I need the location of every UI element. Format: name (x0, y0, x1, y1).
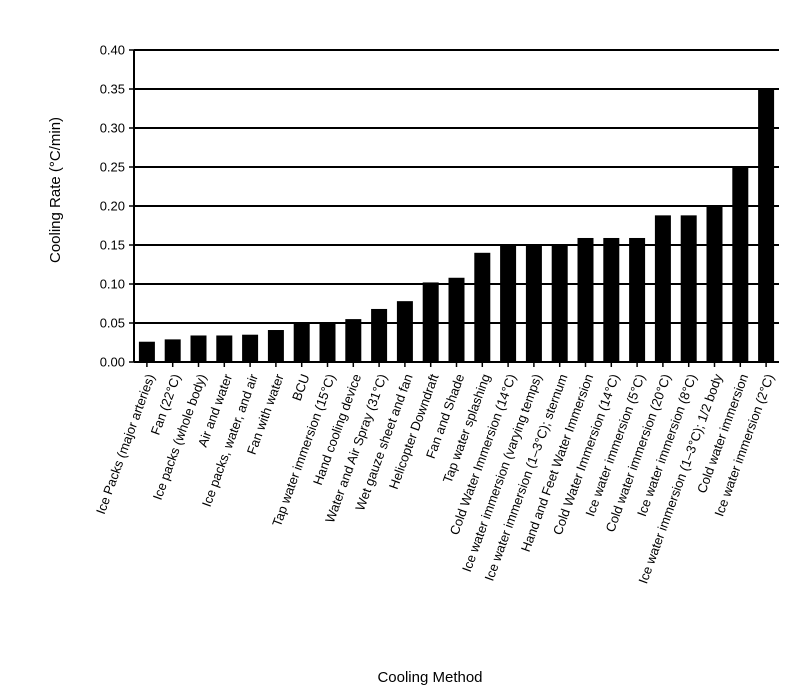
bar (190, 335, 207, 362)
y-tick-label: 0.30 (100, 121, 125, 136)
x-tick-labels: Ice Packs (major arteries)Fan (22°C)Ice … (93, 371, 777, 585)
y-tick-label: 0.15 (100, 238, 125, 253)
bar (422, 282, 439, 362)
y-tick-label: 0.10 (100, 277, 125, 292)
bar (474, 252, 491, 362)
x-tick-label: BCU (289, 372, 312, 403)
bar (758, 89, 775, 362)
bar (319, 323, 336, 362)
bars (138, 89, 775, 362)
bar (396, 301, 413, 362)
bar (706, 206, 723, 362)
y-tick-label: 0.20 (100, 199, 125, 214)
bar (164, 339, 181, 362)
x-axis-title: Cooling Method (377, 669, 482, 686)
bar (267, 330, 284, 362)
gridlines (134, 49, 779, 324)
bar (525, 245, 542, 362)
y-tick-label: 0.40 (100, 43, 125, 58)
bar (603, 237, 620, 362)
bar (551, 245, 568, 362)
y-axis-title: Cooling Rate (°C/min) (47, 117, 64, 263)
y-tick-labels: 0.00 0.05 0.10 0.15 0.20 0.25 0.30 0.35 0.40 (100, 43, 125, 370)
y-tick-label: 0.35 (100, 82, 125, 97)
bar (500, 245, 517, 362)
y-tick-label: 0.00 (100, 355, 125, 370)
y-tick-label: 0.05 (100, 316, 125, 331)
bar (345, 319, 362, 362)
bar (216, 335, 233, 362)
x-tick-label: Ice Packs (major arteries) (93, 372, 158, 516)
bar (680, 215, 697, 362)
bar (371, 308, 388, 362)
bar (654, 215, 671, 362)
bar (448, 277, 465, 362)
bar (577, 237, 594, 362)
bar (293, 323, 310, 362)
bar (242, 334, 259, 362)
bar (138, 341, 155, 362)
bar (629, 237, 646, 362)
bar (732, 167, 749, 362)
y-tick-label: 0.25 (100, 160, 125, 175)
axes (129, 49, 779, 367)
